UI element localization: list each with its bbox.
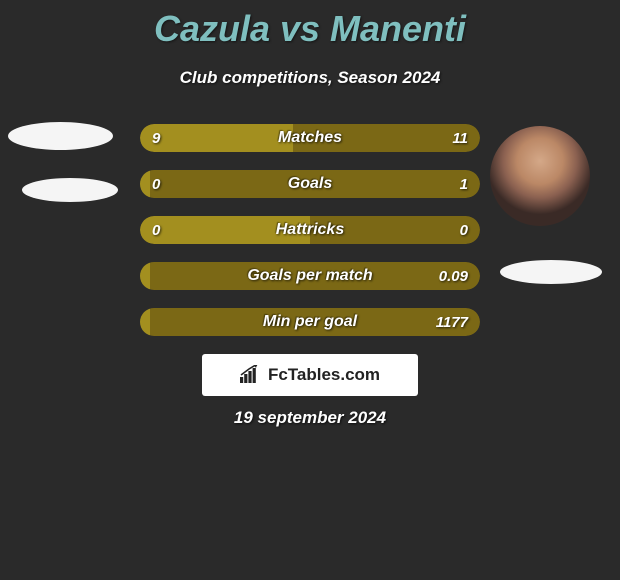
player-left-avatar-shape-1 — [8, 122, 113, 150]
brand-chart-icon — [240, 365, 262, 385]
stat-row: Min per goal1177 — [140, 308, 480, 336]
brand-badge: FcTables.com — [202, 354, 418, 396]
player-right-avatar — [490, 126, 590, 226]
stat-label: Min per goal — [140, 308, 480, 336]
stat-label: Goals per match — [140, 262, 480, 290]
subtitle: Club competitions, Season 2024 — [0, 68, 620, 88]
brand-text: FcTables.com — [268, 365, 380, 385]
stat-row: Goals per match0.09 — [140, 262, 480, 290]
stat-value-right: 0.09 — [439, 262, 468, 290]
stat-value-left: 0 — [152, 170, 160, 198]
date-line: 19 september 2024 — [0, 408, 620, 428]
stat-row: Matches9 11 — [140, 124, 480, 152]
stat-value-left: 0 — [152, 216, 160, 244]
stat-value-right: 11 — [452, 124, 468, 152]
stat-value-right: 0 — [460, 216, 468, 244]
stat-row: Hattricks0 0 — [140, 216, 480, 244]
stat-row: Goals0 1 — [140, 170, 480, 198]
stat-label: Goals — [140, 170, 480, 198]
stat-label: Hattricks — [140, 216, 480, 244]
player-right-avatar-shape-2 — [500, 260, 602, 284]
stat-label: Matches — [140, 124, 480, 152]
stat-value-right: 1 — [460, 170, 468, 198]
stat-value-left: 9 — [152, 124, 160, 152]
comparison-bars: Matches911Goals01Hattricks00Goals per ma… — [140, 124, 480, 354]
player-left-avatar-shape-2 — [22, 178, 118, 202]
stat-value-right: 1177 — [436, 308, 468, 336]
page-title: Cazula vs Manenti — [0, 0, 620, 50]
